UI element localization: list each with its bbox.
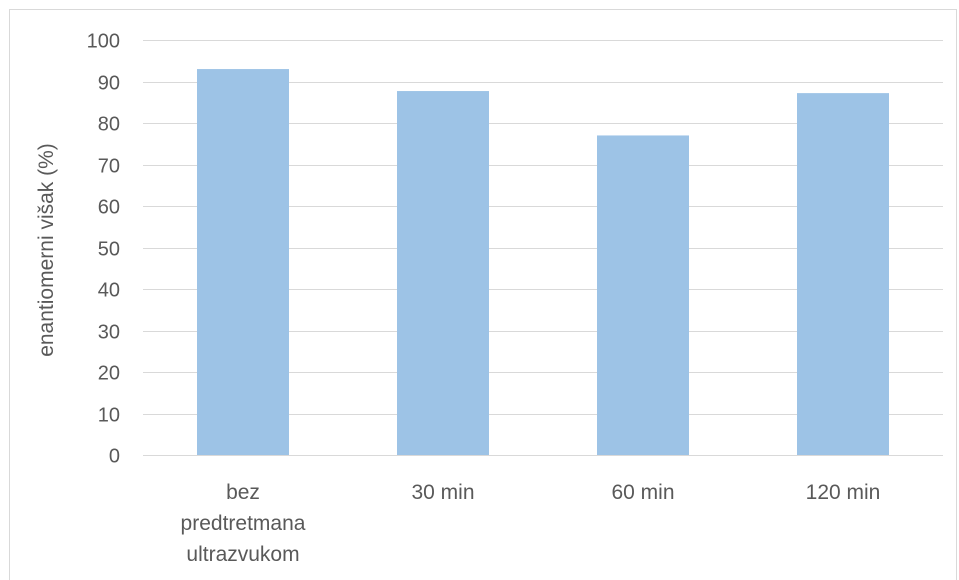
bar — [797, 93, 889, 456]
x-tick-label: 60 min — [611, 481, 675, 504]
y-tick-label: 90 — [98, 73, 120, 95]
y-tick-label: 70 — [98, 156, 120, 178]
x-tick-label: 30 min — [411, 481, 475, 504]
bar — [197, 69, 289, 456]
y-tick-label: 40 — [98, 280, 120, 302]
y-tick-labels: 0 10 20 30 40 50 60 70 80 90 100 — [87, 31, 120, 468]
y-tick-label: 0 — [109, 446, 120, 468]
y-axis-label: enantiomerni višak (%) — [35, 143, 58, 357]
bar — [397, 91, 489, 456]
bar — [597, 135, 689, 455]
x-tick-label: bez predtretmana ultrazvukom — [180, 481, 306, 566]
y-tick-label: 20 — [98, 363, 120, 385]
y-tick-label: 100 — [87, 31, 120, 53]
y-tick-label: 80 — [98, 114, 120, 136]
y-tick-label: 30 — [98, 322, 120, 344]
x-tick-label: 120 min — [805, 481, 881, 504]
bars — [197, 69, 889, 456]
y-tick-label: 50 — [98, 239, 120, 261]
y-tick-label: 10 — [98, 405, 120, 427]
chart-area-border — [9, 9, 957, 580]
y-tick-label: 60 — [98, 197, 120, 219]
